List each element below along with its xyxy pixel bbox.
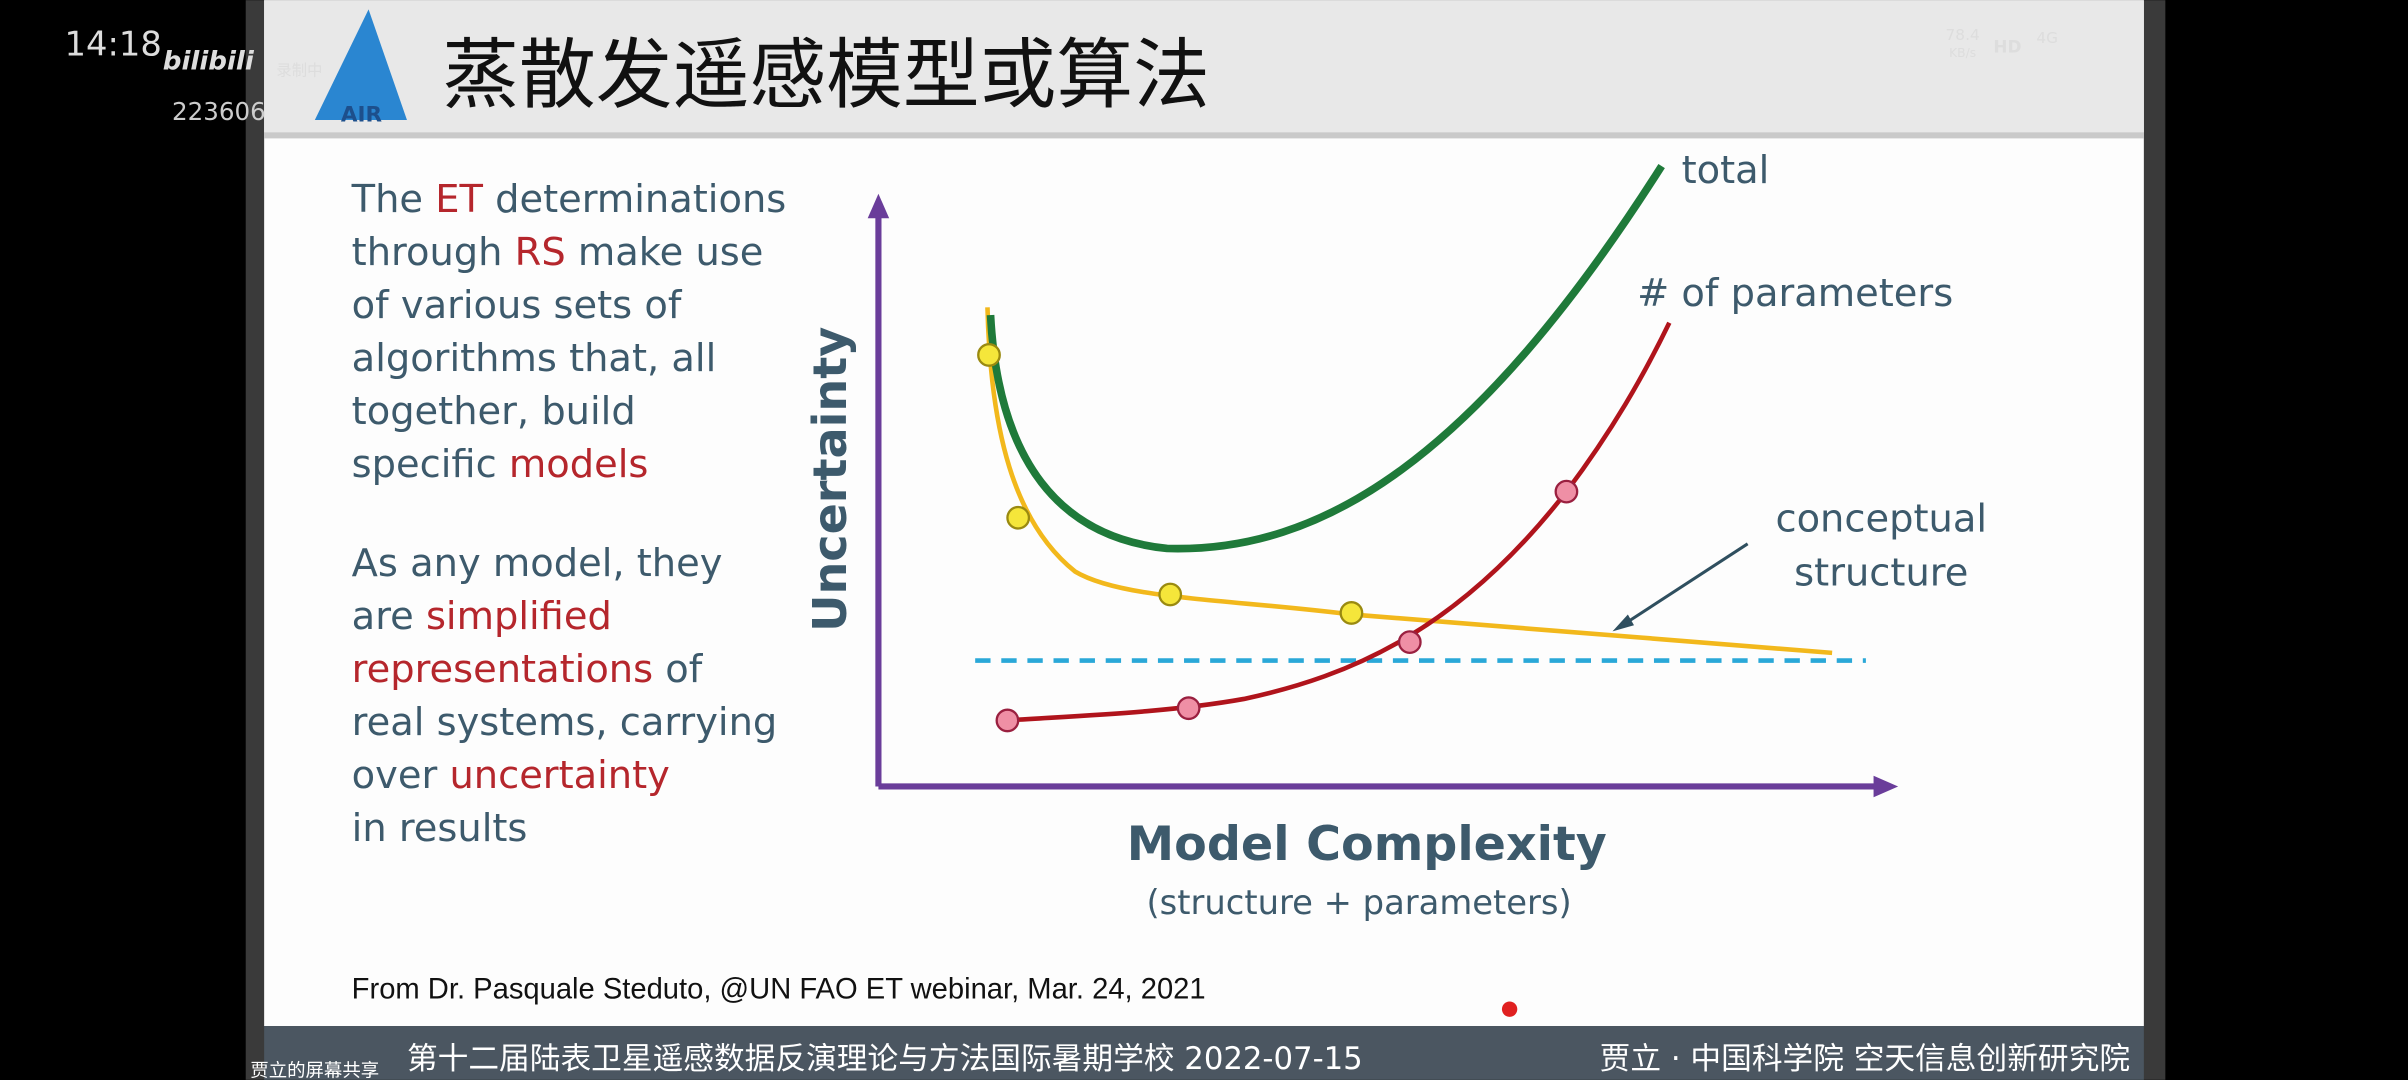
point bbox=[995, 708, 1020, 733]
footer-left: 第十二届陆表卫星遥感数据反演理论与方法国际暑期学校 2022-07-15 bbox=[407, 1041, 1363, 1077]
slide-title: 蒸散发遥感模型或算法 bbox=[442, 32, 1210, 121]
user-id: 223606 bbox=[172, 97, 266, 126]
y-label: Uncertainty bbox=[803, 327, 857, 632]
hd-badge: HD bbox=[1993, 36, 2021, 56]
highlight: models bbox=[509, 442, 648, 487]
text-run: over bbox=[352, 753, 450, 798]
text-line: As any model, they bbox=[352, 541, 723, 586]
point bbox=[1158, 582, 1183, 607]
text-line: of various sets of bbox=[352, 283, 683, 328]
recording: 录制中 bbox=[276, 61, 322, 79]
status-time: 14:18 bbox=[65, 24, 162, 63]
parameters-curve bbox=[1005, 321, 1672, 723]
text-run: The bbox=[351, 177, 436, 222]
app-name: bilibili bbox=[163, 46, 255, 76]
highlight: representations bbox=[352, 647, 653, 692]
point bbox=[1397, 630, 1422, 655]
total-curve bbox=[986, 163, 1665, 553]
curve-label: conceptual bbox=[1775, 497, 1987, 542]
network: 4G bbox=[2036, 29, 2058, 47]
text-run: of various sets of bbox=[352, 283, 683, 328]
point bbox=[977, 343, 1001, 367]
text-run: real systems, carrying bbox=[352, 700, 778, 745]
curve-label: structure bbox=[1794, 550, 1968, 595]
text-line: in results bbox=[352, 806, 528, 851]
footer-bar bbox=[264, 1026, 2144, 1080]
slide bbox=[264, 0, 2144, 1027]
pointer-dot bbox=[1501, 1001, 1518, 1017]
text-run: make use bbox=[566, 230, 764, 275]
text-line: real systems, carrying bbox=[352, 700, 778, 745]
curve-label: # of parameters bbox=[1637, 271, 1953, 316]
net-speed: 78.4 bbox=[1946, 26, 1980, 44]
point bbox=[1554, 479, 1579, 504]
logo-shape bbox=[314, 9, 407, 120]
arrow bbox=[867, 193, 890, 219]
highlight: uncertainty bbox=[449, 753, 669, 798]
point bbox=[1176, 696, 1201, 721]
text-line: algorithms that, all bbox=[352, 336, 717, 381]
text-line: representations of bbox=[352, 647, 704, 692]
point bbox=[1006, 505, 1031, 530]
logo-text: AIR bbox=[341, 103, 383, 128]
text-line: through RS make use bbox=[352, 230, 764, 275]
arrow bbox=[1612, 614, 1634, 632]
text-line: over uncertainty bbox=[352, 753, 670, 798]
footer-right: 贾立 · 中国科学院 空天信息创新研究院 bbox=[1600, 1041, 2130, 1077]
text-run: of bbox=[653, 647, 704, 692]
conceptual-curve bbox=[985, 307, 1833, 656]
title-band bbox=[264, 0, 2144, 133]
share-label: 贾立的屏幕共享 bbox=[250, 1061, 379, 1080]
highlight: ET bbox=[435, 177, 483, 222]
text-line: are simplified bbox=[352, 594, 612, 639]
paragraph: The ET determinations through RS make use… bbox=[351, 177, 787, 487]
x-label: Model Complexity bbox=[1127, 817, 1607, 872]
text-run: through bbox=[352, 230, 515, 275]
highlight: simplified bbox=[426, 594, 612, 639]
x-sublabel: (structure + parameters) bbox=[1147, 883, 1572, 922]
text-run: are bbox=[352, 594, 426, 639]
text-line: specific models bbox=[352, 442, 649, 487]
highlight: RS bbox=[515, 230, 566, 275]
text-run: in results bbox=[352, 806, 528, 851]
arrow bbox=[1873, 775, 1899, 798]
citation: From Dr. Pasquale Steduto, @UN FAO ET we… bbox=[352, 973, 1206, 1005]
text-run: algorithms that, all bbox=[352, 336, 717, 381]
text-line: The ET determinations bbox=[351, 177, 787, 222]
diagram: Uncertainty Model Complexity (structure … bbox=[803, 148, 1987, 922]
pointer bbox=[1619, 542, 1749, 629]
text-run: together, build bbox=[352, 389, 636, 434]
curve-label: total bbox=[1682, 148, 1770, 193]
net-unit: KB/s bbox=[1949, 46, 1976, 60]
text-run: specific bbox=[352, 442, 509, 487]
text-run: As any model, they bbox=[352, 541, 723, 586]
point bbox=[1339, 601, 1364, 625]
text-run: determinations bbox=[483, 177, 786, 222]
paragraph: As any model, they are simplified represen… bbox=[352, 541, 778, 851]
text-line: together, build bbox=[352, 389, 636, 434]
title-rule bbox=[264, 132, 2144, 139]
